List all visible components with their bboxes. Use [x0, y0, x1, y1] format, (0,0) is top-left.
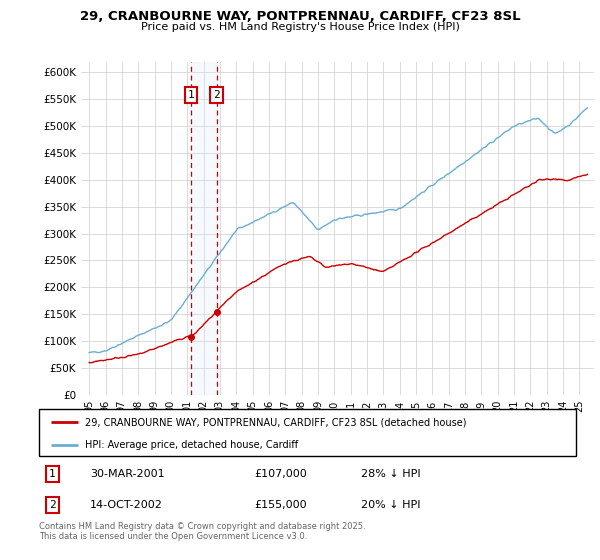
Text: 14-OCT-2002: 14-OCT-2002 — [90, 500, 163, 510]
Text: 20% ↓ HPI: 20% ↓ HPI — [361, 500, 421, 510]
Text: 28% ↓ HPI: 28% ↓ HPI — [361, 469, 421, 479]
Text: HPI: Average price, detached house, Cardiff: HPI: Average price, detached house, Card… — [85, 440, 298, 450]
Text: 29, CRANBOURNE WAY, PONTPRENNAU, CARDIFF, CF23 8SL (detached house): 29, CRANBOURNE WAY, PONTPRENNAU, CARDIFF… — [85, 417, 466, 427]
Text: 30-MAR-2001: 30-MAR-2001 — [90, 469, 164, 479]
Text: £155,000: £155,000 — [254, 500, 307, 510]
Text: £107,000: £107,000 — [254, 469, 307, 479]
Text: 1: 1 — [188, 90, 194, 100]
Text: 2: 2 — [49, 500, 56, 510]
Text: Contains HM Land Registry data © Crown copyright and database right 2025.
This d: Contains HM Land Registry data © Crown c… — [39, 522, 365, 542]
Bar — [191, 62, 217, 395]
Text: 2: 2 — [213, 90, 220, 100]
Text: 1: 1 — [49, 469, 56, 479]
Text: Price paid vs. HM Land Registry's House Price Index (HPI): Price paid vs. HM Land Registry's House … — [140, 22, 460, 32]
Text: 29, CRANBOURNE WAY, PONTPRENNAU, CARDIFF, CF23 8SL: 29, CRANBOURNE WAY, PONTPRENNAU, CARDIFF… — [80, 10, 520, 23]
